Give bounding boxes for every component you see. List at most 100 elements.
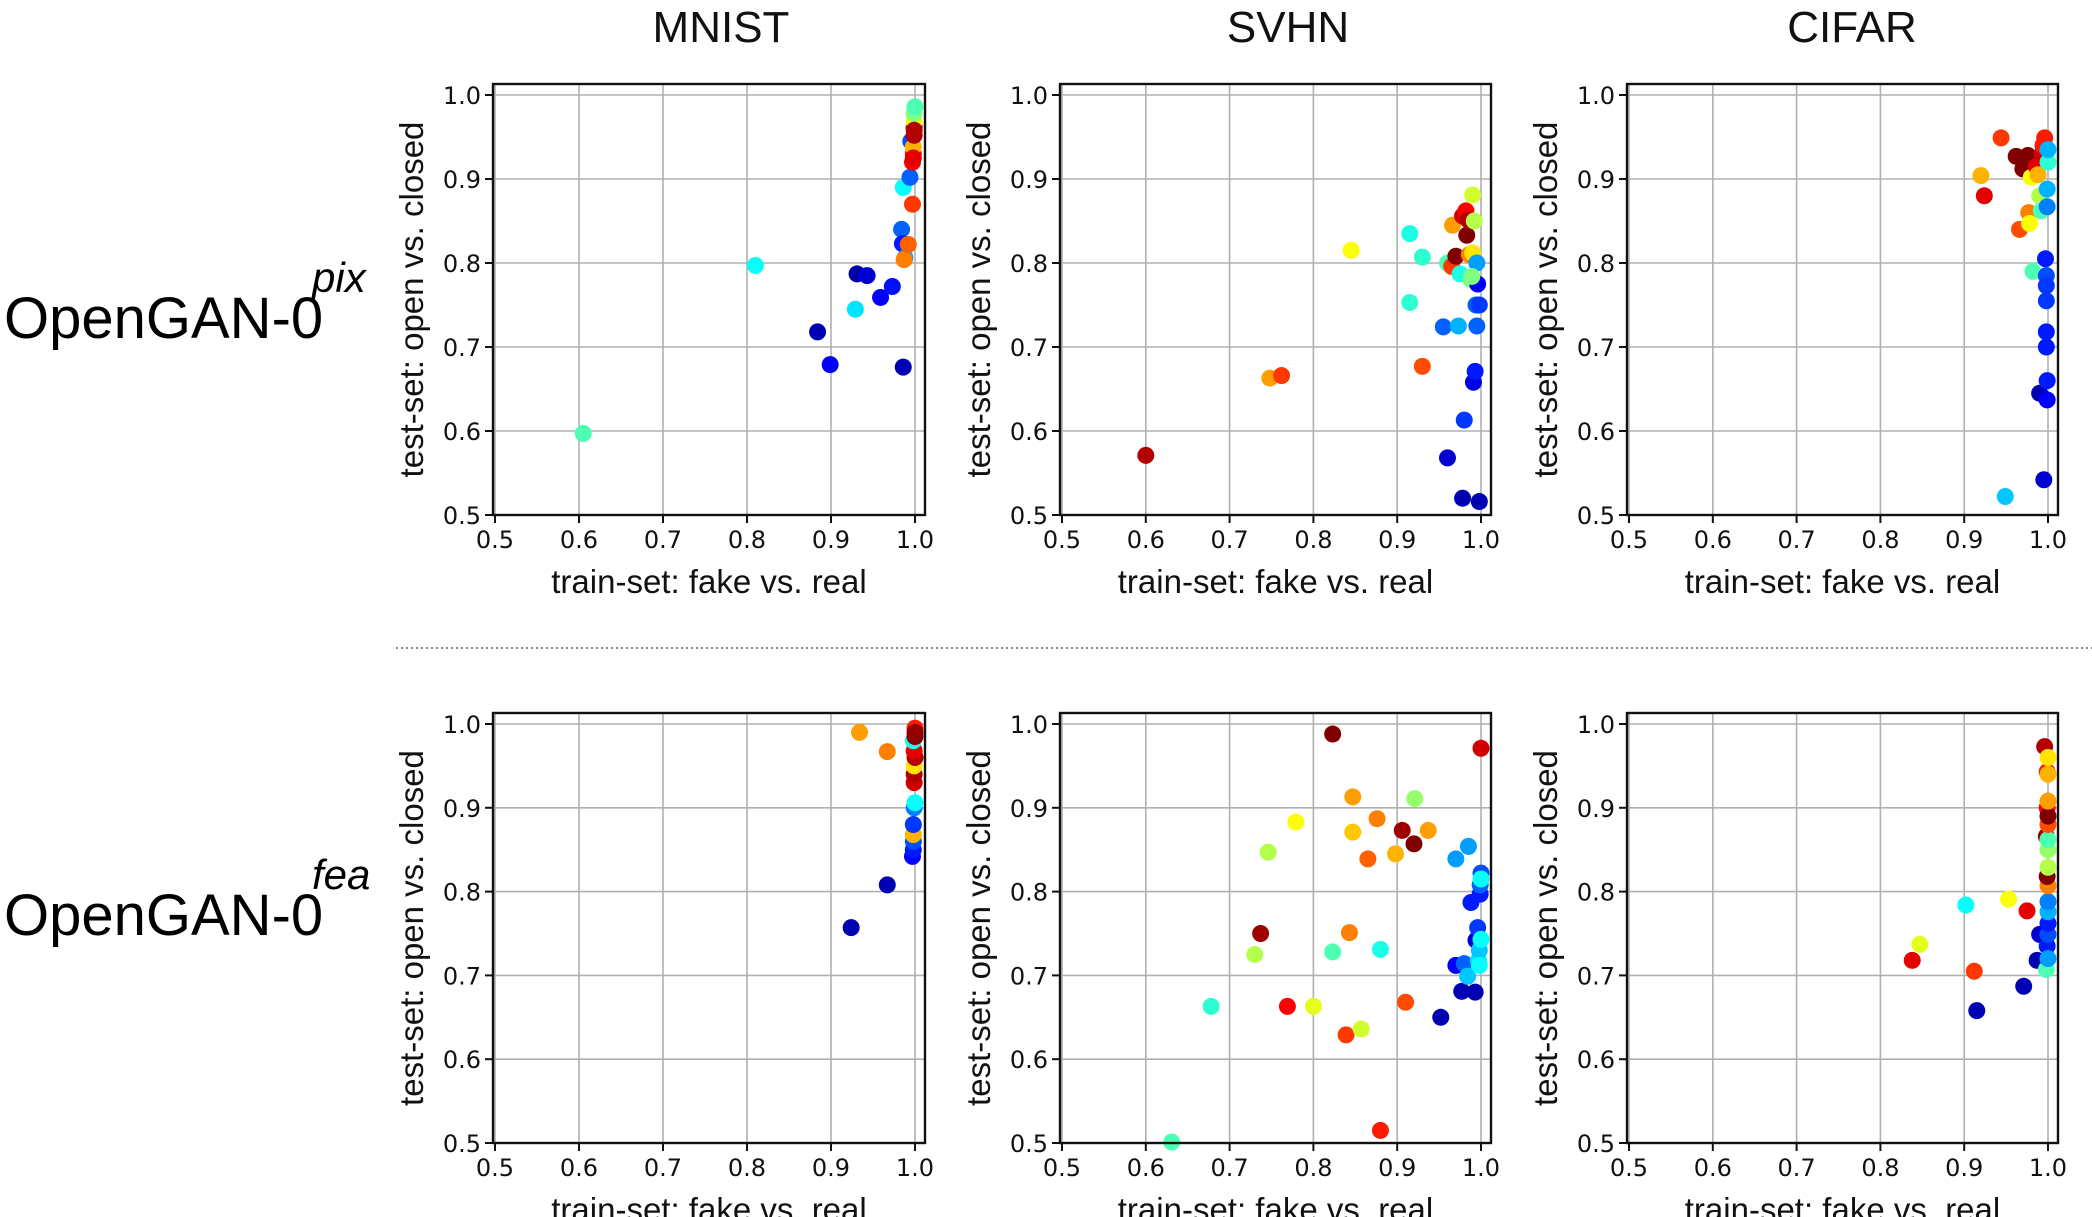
data-point — [1447, 247, 1465, 265]
x-tick-label: 0.8 — [1861, 526, 1899, 554]
data-point — [1472, 739, 1490, 757]
y-tick-label: 0.7 — [443, 962, 481, 990]
data-point — [2038, 180, 2056, 198]
data-point — [2037, 277, 2055, 295]
data-point — [1968, 1002, 1986, 1020]
data-point — [2038, 372, 2056, 390]
data-point — [899, 236, 917, 254]
y-tick-label: 0.5 — [1010, 502, 1048, 530]
data-point — [2039, 914, 2057, 932]
data-point — [1405, 835, 1423, 853]
data-points — [574, 98, 924, 443]
data-point — [1996, 488, 2014, 506]
column-title-mnist: MNIST — [653, 3, 790, 52]
y-tick-label: 0.7 — [1010, 334, 1048, 362]
y-tick-label: 0.7 — [1577, 962, 1615, 990]
scatter-panel-svhn-fea: 0.5 0.6 0.7 0.8 0.9 1.0 0.5 0.6 0.7 0.8 0.9 1.0 trai… — [960, 711, 1500, 1217]
data-point — [1406, 790, 1424, 808]
data-point — [872, 288, 890, 306]
data-point — [1387, 845, 1405, 863]
data-point — [1352, 1020, 1370, 1038]
data-point — [883, 278, 901, 296]
data-point — [1472, 870, 1490, 888]
x-tick-label: 0.7 — [644, 526, 682, 554]
y-tick-label: 0.8 — [1010, 250, 1048, 278]
data-point — [1459, 837, 1477, 855]
axes-frame — [491, 711, 927, 1145]
y-tick-label: 0.6 — [1577, 418, 1615, 446]
column-title-cifar: CIFAR — [1787, 3, 1917, 52]
axes-frame — [1625, 82, 2060, 517]
x-tick-label: 0.9 — [1378, 526, 1416, 554]
x-tick-label: 0.5 — [1043, 526, 1081, 554]
data-point — [1202, 997, 1220, 1015]
x-axis-label: train-set: fake vs. real — [551, 1191, 866, 1217]
data-point — [1371, 940, 1389, 958]
data-point — [2015, 977, 2033, 995]
x-tick-label: 0.5 — [476, 526, 514, 554]
data-point — [1337, 1026, 1355, 1044]
x-tick-label: 0.9 — [812, 1154, 850, 1182]
x-tick-label: 1.0 — [896, 1154, 934, 1182]
x-tick-label: 1.0 — [1462, 1154, 1500, 1182]
data-point — [901, 168, 919, 186]
data-point — [1468, 254, 1486, 272]
y-tick-label: 0.9 — [443, 795, 481, 823]
data-point — [1273, 367, 1291, 385]
data-point — [2029, 166, 2047, 184]
data-point — [1432, 1008, 1450, 1026]
data-point — [1397, 993, 1415, 1011]
y-tick-label: 0.5 — [443, 502, 481, 530]
x-tick-label: 0.7 — [1778, 526, 1816, 554]
data-point — [1459, 967, 1477, 985]
data-point — [2039, 950, 2057, 968]
data-point — [851, 723, 869, 741]
y-tick-label: 0.5 — [443, 1130, 481, 1158]
x-tick-label: 0.8 — [1294, 526, 1332, 554]
y-tick-label: 0.5 — [1577, 502, 1615, 530]
row-label-pix-base: OpenGAN-0 — [4, 286, 323, 351]
data-point — [2018, 902, 2036, 920]
data-point — [1470, 296, 1488, 314]
x-tick-label: 1.0 — [2029, 526, 2067, 554]
data-point — [2039, 792, 2057, 810]
data-point — [2037, 323, 2055, 341]
data-point — [1252, 925, 1270, 942]
data-point — [1975, 187, 1993, 205]
x-tick-label: 0.8 — [728, 1154, 766, 1182]
data-point — [1371, 1121, 1389, 1139]
y-tick-label: 0.9 — [1577, 795, 1615, 823]
x-tick-label: 0.6 — [560, 526, 598, 554]
data-point — [2035, 471, 2053, 489]
x-tick-label: 0.5 — [476, 1154, 514, 1182]
y-tick-label: 0.6 — [1010, 418, 1048, 446]
data-point — [821, 356, 839, 374]
data-point — [2037, 292, 2055, 310]
data-point — [1455, 411, 1473, 429]
y-tick-label: 0.5 — [1577, 1130, 1615, 1158]
data-point — [1464, 186, 1482, 204]
y-tick-label: 0.8 — [443, 879, 481, 907]
data-point — [2039, 807, 2057, 825]
y-axis-label: test-set: open vs. closed — [393, 122, 430, 478]
x-tick-label: 0.9 — [812, 526, 850, 554]
x-tick-label: 0.8 — [728, 526, 766, 554]
data-point — [1137, 446, 1155, 464]
data-point — [1340, 924, 1358, 942]
x-tick-label: 0.7 — [1211, 526, 1249, 554]
data-point — [1466, 983, 1484, 1001]
scatter-panel-mnist-fea: 0.5 0.6 0.7 0.8 0.9 1.0 0.5 0.6 0.7 0.8 0.9 1.0 trai… — [393, 711, 934, 1217]
axes-frame — [1058, 711, 1493, 1145]
x-tick-label: 0.5 — [1610, 1154, 1648, 1182]
row-label-fea-sup: fea — [312, 851, 370, 898]
data-point — [1965, 962, 1983, 980]
data-point — [2039, 141, 2057, 159]
x-axis-label: train-set: fake vs. real — [1685, 563, 2000, 600]
data-points — [1903, 738, 2057, 1020]
x-tick-label: 0.5 — [1043, 1154, 1081, 1182]
data-point — [878, 743, 896, 761]
x-tick-label: 0.6 — [560, 1154, 598, 1182]
y-axis-label: test-set: open vs. closed — [393, 750, 430, 1106]
data-point — [2036, 250, 2054, 268]
